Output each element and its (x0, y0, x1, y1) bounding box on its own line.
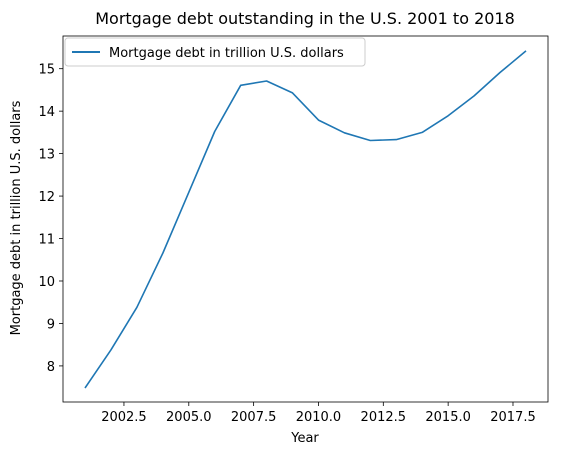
x-tick-label: 2002.5 (101, 410, 147, 425)
x-tick-label: 2005.0 (166, 410, 212, 425)
x-tick-label: 2010.0 (296, 410, 342, 425)
legend: Mortgage debt in trillion U.S. dollars (64, 37, 366, 67)
y-tick-label: 11 (38, 233, 55, 248)
y-axis-label: Mortgage debt in trillion U.S. dollars (9, 100, 24, 335)
x-tick-label: 2007.5 (231, 410, 277, 425)
legend-label: Mortgage debt in trillion U.S. dollars (109, 46, 344, 61)
y-tick-label: 10 (38, 275, 55, 290)
x-tick-label: 2015.0 (425, 410, 471, 425)
y-tick-label: 14 (38, 105, 55, 120)
y-tick-label: 13 (38, 148, 55, 163)
chart-title: Mortgage debt outstanding in the U.S. 20… (95, 9, 515, 28)
x-tick-label: 2012.5 (361, 410, 407, 425)
x-tick-label: 2017.5 (490, 410, 536, 425)
legend-box (64, 37, 366, 67)
y-tick-label: 9 (47, 317, 55, 332)
series-line (84, 50, 527, 389)
y-tick-label: 8 (47, 360, 55, 375)
y-tick-label: 15 (38, 63, 55, 78)
axes-frame (62, 35, 549, 403)
y-tick-label: 12 (38, 190, 55, 205)
plot-area: 2002.5 2005.0 2007.5 2010.0 2012.5 2015.0 2017… (38, 35, 549, 425)
x-axis-label: Year (290, 431, 319, 446)
